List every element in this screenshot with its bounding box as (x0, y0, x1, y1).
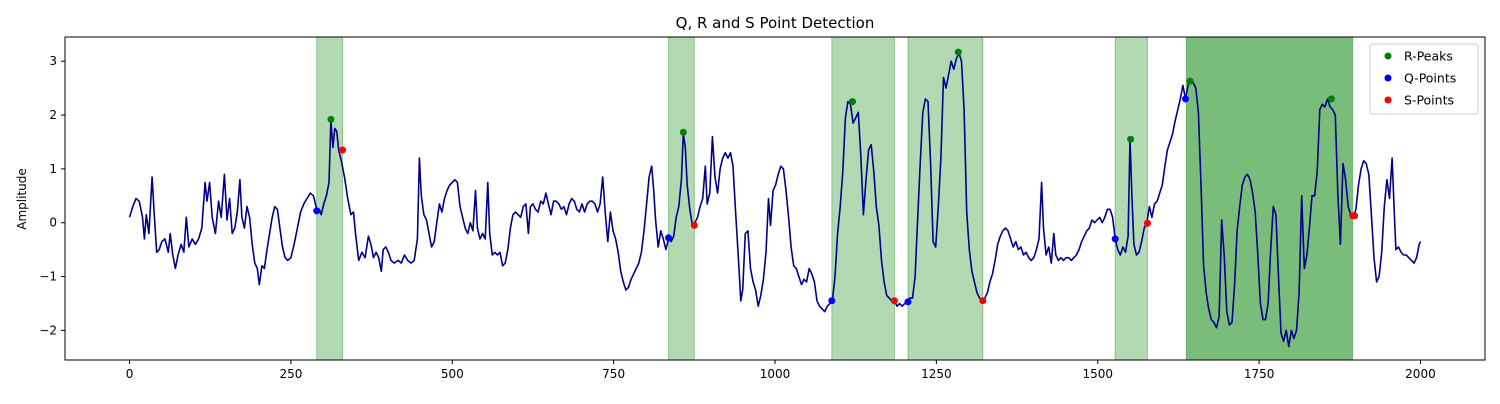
r-peaks-marker-1 (679, 128, 687, 136)
s-points-marker-4 (1143, 219, 1151, 227)
r-peaks-marker-3 (954, 48, 962, 56)
y-tick-label-2: 2 (49, 108, 57, 122)
legend-marker-r-peaks (1384, 52, 1392, 60)
signal-layer (128, 52, 1422, 348)
q-points-marker-2 (828, 297, 836, 305)
legend-label-q-points: Q-Points (1404, 71, 1456, 86)
x-tick-label-1250: 1250 (921, 367, 952, 381)
highlight-span-1 (668, 36, 695, 361)
q-points-marker-3 (904, 298, 912, 306)
q-points-marker-0 (313, 207, 321, 215)
y-axis-label: Amplitude (15, 168, 29, 230)
s-points-marker-2 (890, 297, 898, 305)
chart-title: Q, R and S Point Detection (676, 14, 875, 32)
markers-layer (313, 48, 1359, 306)
legend-marker-q-points (1384, 74, 1392, 82)
legend-label-r-peaks: R-Peaks (1404, 49, 1453, 64)
highlight-spans (316, 36, 1354, 361)
x-axis-ticks: 0 250 500 750 1000 1250 1500 1750 2000 (126, 360, 1436, 381)
q-points-marker-1 (665, 234, 672, 242)
q-points-marker-5 (1182, 95, 1190, 103)
legend-box (1369, 43, 1479, 115)
x-tick-label-500: 500 (441, 367, 464, 381)
r-peaks-marker-2 (848, 98, 856, 106)
legend: R-Peaks Q-Points S-Points (1369, 43, 1479, 115)
s-points-marker-3 (979, 297, 987, 305)
legend-label-s-points: S-Points (1404, 93, 1454, 108)
y-tick-label--2: −2 (39, 323, 57, 337)
highlight-span-5 (1185, 36, 1354, 361)
x-tick-label-750: 750 (602, 367, 625, 381)
highlight-span-3 (907, 36, 984, 361)
r-peaks-marker-5 (1186, 77, 1194, 85)
x-tick-label-0: 0 (126, 367, 134, 381)
ecg-signal-line (128, 52, 1422, 348)
r-peaks-marker-0 (327, 115, 335, 123)
r-peaks-marker-6 (1327, 95, 1335, 103)
highlight-span-0 (316, 36, 344, 361)
s-points-marker-0 (339, 146, 347, 154)
x-tick-label-1750: 1750 (1244, 367, 1275, 381)
x-tick-label-2000: 2000 (1405, 367, 1436, 381)
y-tick-label--1: −1 (39, 270, 57, 284)
s-points-marker-6 (1351, 212, 1359, 220)
r-peaks-marker-4 (1127, 135, 1135, 143)
x-tick-label-1000: 1000 (760, 367, 791, 381)
q-points-marker-4 (1111, 235, 1119, 243)
legend-marker-s-points (1384, 96, 1392, 104)
x-tick-label-250: 250 (279, 367, 302, 381)
s-points-marker-1 (690, 221, 698, 229)
x-tick-label-1500: 1500 (1082, 367, 1113, 381)
y-axis-ticks: −2 −1 0 1 2 3 (39, 54, 65, 337)
y-tick-label-3: 3 (49, 54, 57, 68)
y-tick-label-1: 1 (49, 162, 57, 176)
y-tick-label-0: 0 (49, 216, 57, 230)
